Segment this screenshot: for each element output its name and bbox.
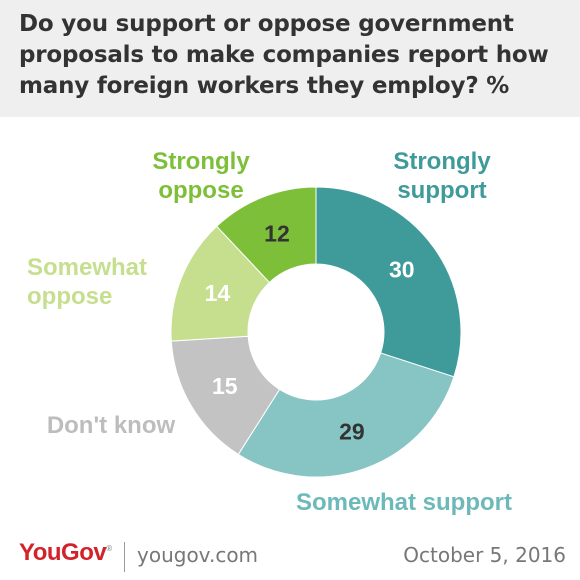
category-label: Don't know	[47, 412, 176, 439]
value-label: 29	[339, 419, 365, 445]
category-label: Strongly oppose	[152, 148, 250, 204]
yougov-logo: YouGov®	[19, 539, 112, 567]
chart-title: Do you support or oppose government prop…	[19, 11, 549, 99]
publish-date: October 5, 2016	[403, 543, 566, 567]
slice-somewhat-support	[237, 352, 455, 478]
header-band: Do you support or oppose government prop…	[0, 0, 580, 117]
value-label: 15	[212, 373, 238, 399]
donut-chart: 30 29 15 14 12 Strongly support Somewhat suppo…	[27, 148, 512, 516]
category-labels: Strongly support Somewhat support Don't kno…	[27, 148, 512, 516]
slice-strongly-support	[315, 186, 462, 378]
category-label: Strongly support	[393, 148, 491, 204]
slices	[170, 186, 462, 478]
brand-text: YouGov	[19, 539, 107, 566]
value-labels: 30 29 15 14 12	[205, 220, 415, 444]
site-link[interactable]: yougov.com	[137, 543, 259, 567]
registered-mark: ®	[106, 544, 112, 553]
footer-divider	[124, 542, 125, 572]
value-label: 30	[389, 257, 415, 283]
category-label: Somewhat oppose	[27, 254, 147, 310]
value-label: 14	[205, 280, 231, 306]
value-label: 12	[264, 220, 290, 246]
slice-strongly-oppose	[216, 186, 317, 284]
category-label: Somewhat support	[296, 489, 512, 516]
